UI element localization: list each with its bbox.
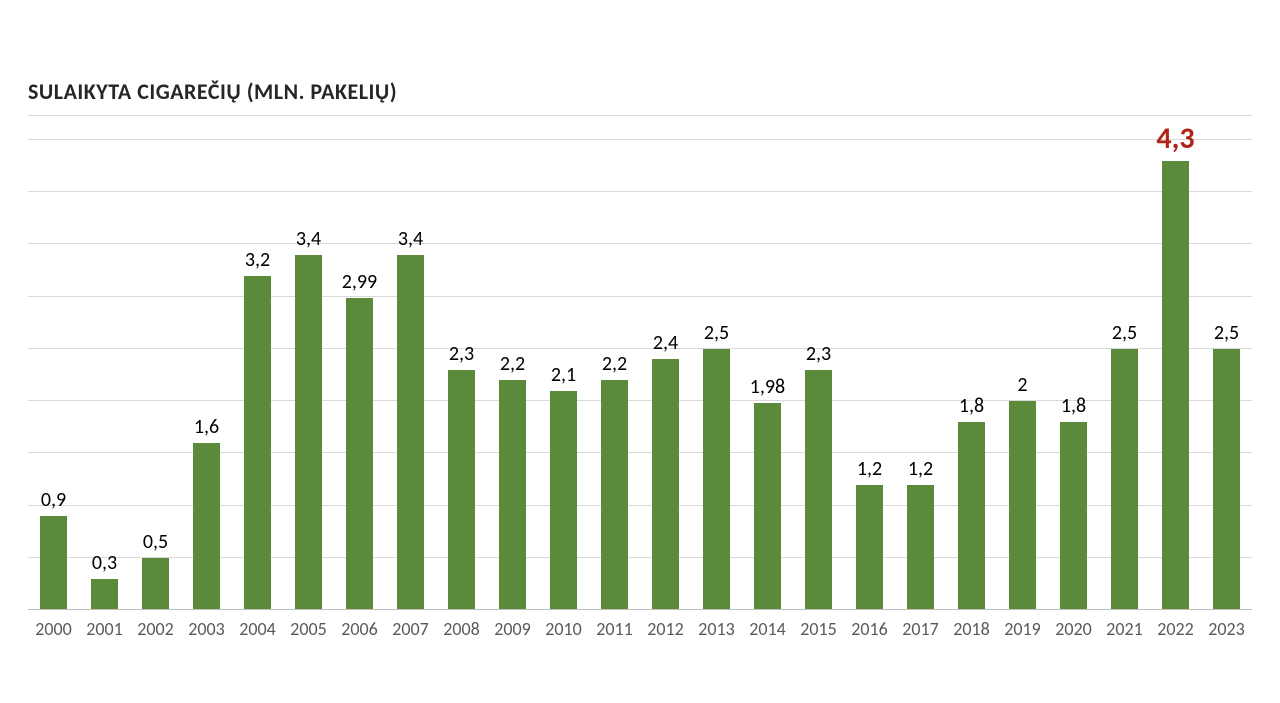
- x-tick-label: 2005: [283, 618, 334, 640]
- x-tick-label: 2008: [436, 618, 487, 640]
- x-tick-label: 2019: [997, 618, 1048, 640]
- bar: [958, 422, 985, 610]
- bar-slot: 2: [997, 140, 1048, 610]
- bar-slot: 2,5: [1099, 140, 1150, 610]
- x-tick-label: 2012: [640, 618, 691, 640]
- plot-area: 0,90,30,51,63,23,42,993,42,32,22,12,22,4…: [28, 140, 1252, 610]
- x-tick-label: 2016: [844, 618, 895, 640]
- bar: [1111, 349, 1138, 610]
- bar: [142, 558, 169, 610]
- bar: [193, 443, 220, 610]
- bar-slot: 2,4: [640, 140, 691, 610]
- bar: [1213, 349, 1240, 610]
- bars-container: 0,90,30,51,63,23,42,993,42,32,22,12,22,4…: [28, 140, 1252, 610]
- bar-slot: 3,2: [232, 140, 283, 610]
- bar: [1060, 422, 1087, 610]
- chart-title: SULAIKYTA CIGAREČIŲ (MLN. PAKELIŲ): [28, 78, 1252, 105]
- bar-slot: 0,9: [28, 140, 79, 610]
- bar-slot: 1,8: [1048, 140, 1099, 610]
- bar: [754, 403, 781, 610]
- x-tick-label: 2006: [334, 618, 385, 640]
- x-tick-label: 2013: [691, 618, 742, 640]
- bar-slot: 1,2: [844, 140, 895, 610]
- bar: [805, 370, 832, 610]
- x-tick-label: 2009: [487, 618, 538, 640]
- bar-chart: SULAIKYTA CIGAREČIŲ (MLN. PAKELIŲ) 0,9 0,…: [28, 78, 1252, 642]
- bar: [856, 485, 883, 610]
- bar-slot: 3,4: [283, 140, 334, 610]
- bar-slot: 3,4: [385, 140, 436, 610]
- x-tick-label: 2023: [1201, 618, 1252, 640]
- x-tick-label: 2000: [28, 618, 79, 640]
- bar-slot: 4,3: [1150, 140, 1201, 610]
- bar-slot: 0,5: [130, 140, 181, 610]
- bar: [244, 276, 271, 610]
- bar: [652, 359, 679, 610]
- bar: [601, 380, 628, 610]
- x-tick-label: 2011: [589, 618, 640, 640]
- x-tick-label: 2007: [385, 618, 436, 640]
- bar-slot: 1,2: [895, 140, 946, 610]
- bar: [397, 255, 424, 610]
- bar: [346, 298, 373, 610]
- bar: [1162, 161, 1189, 610]
- x-tick-label: 2015: [793, 618, 844, 640]
- x-tick-label: 2003: [181, 618, 232, 640]
- bar-slot: 1,6: [181, 140, 232, 610]
- bar: [91, 579, 118, 610]
- bar-slot: 2,99: [334, 140, 385, 610]
- x-tick-label: 2010: [538, 618, 589, 640]
- x-tick-label: 2014: [742, 618, 793, 640]
- x-tick-label: 2001: [79, 618, 130, 640]
- x-axis: 2000200120022003200420052006200720082009…: [28, 618, 1252, 642]
- bar: [295, 255, 322, 610]
- bar: [1009, 401, 1036, 610]
- title-divider: [28, 115, 1252, 116]
- bar-slot: 2,2: [589, 140, 640, 610]
- bar: [448, 370, 475, 610]
- x-tick-label: 2017: [895, 618, 946, 640]
- bar-slot: 2,5: [1201, 140, 1252, 610]
- bar-value-label: 2,5: [1186, 321, 1268, 345]
- bar-slot: 2,3: [793, 140, 844, 610]
- x-axis-line: [28, 609, 1252, 610]
- x-tick-label: 2021: [1099, 618, 1150, 640]
- bar: [499, 380, 526, 610]
- x-tick-label: 2022: [1150, 618, 1201, 640]
- bar-slot: 1,98: [742, 140, 793, 610]
- x-tick-label: 2020: [1048, 618, 1099, 640]
- x-tick-label: 2002: [130, 618, 181, 640]
- bar: [550, 391, 577, 610]
- bar: [907, 485, 934, 610]
- x-tick-label: 2018: [946, 618, 997, 640]
- x-tick-label: 2004: [232, 618, 283, 640]
